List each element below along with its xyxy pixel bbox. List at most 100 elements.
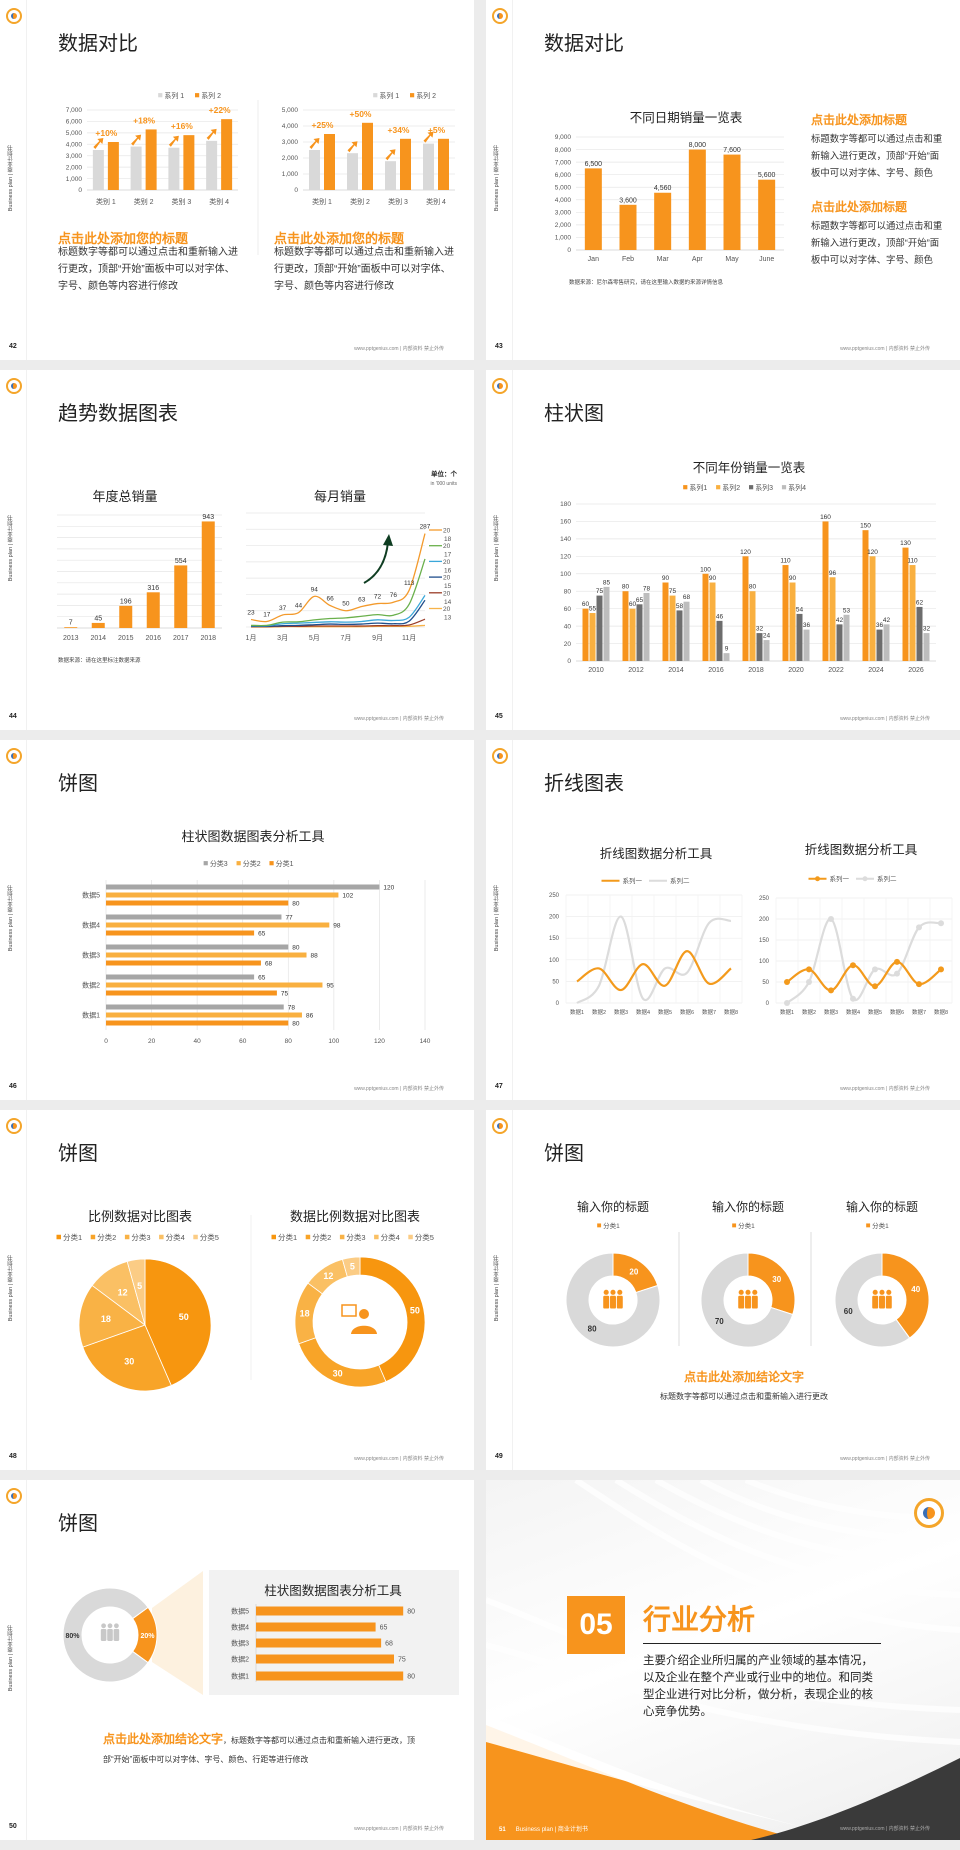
y-tick-label: 数据4 (231, 1623, 249, 1632)
data-point (828, 916, 834, 922)
data-label: 80 (622, 584, 630, 591)
data-label: 130 (900, 540, 911, 547)
data-label: 80 (292, 901, 300, 908)
footer-text: www.pptgenius.com | 内部资料 禁止外传 (840, 346, 930, 352)
y-tick-label: 140 (560, 536, 571, 543)
legend-swatch (236, 861, 241, 866)
growth-annotation: +10% (95, 128, 117, 138)
logo-icon (492, 1118, 508, 1134)
slide-46[interactable]: 分类3 分类2 分类1 0 20 40 60 80 100 120 140 数据1 78 86 80 数据2 6… (0, 740, 474, 1100)
data-label: 68 (265, 961, 273, 968)
y-tick-label: 5,000 (282, 107, 299, 114)
callout-cone (152, 1571, 203, 1695)
data-label: 102 (342, 893, 353, 900)
slide-45[interactable]: 系列1 系列2 系列3 系列4 0 20 40 60 80 100 120 140 160 180 60 55… (486, 370, 960, 730)
x-tick-label: 60 (239, 1038, 247, 1045)
footer-text: www.pptgenius.com | 内部资料 禁止外传 (840, 1826, 930, 1832)
y-tick-label: 50 (762, 980, 769, 986)
x-tick-label: 2015 (118, 635, 134, 642)
slide-50-charts: 20% 80% 数据1 80 数据2 75 数据3 68 数据4 65 数据5 80 (62, 1570, 459, 1695)
slide-48[interactable]: 分类1 分类2 分类3 分类4 分类5 分类1 分类2 分类3 分类4 分类5 50 30 18 12 5 5… (0, 1110, 474, 1470)
slide-47[interactable]: 系列一 系列二 0 50 100 150 200 250 数据1 数据2 数据3 数据4 数据5 数据6 数… (486, 740, 960, 1100)
unit-note: in '000 units (430, 481, 457, 487)
data-label: 50 (342, 601, 350, 608)
sidebar-divider (26, 1110, 27, 1470)
data-label: 75 (281, 991, 289, 998)
slide-43[interactable]: 0 1,000 2,000 3,000 4,000 5,000 6,000 7,000 8,00… (486, 0, 960, 360)
y-tick-label: 6,000 (555, 172, 572, 179)
y-tick-label: 数据1 (231, 1672, 249, 1681)
bar (619, 204, 637, 250)
footer-text: www.pptgenius.com | 内部资料 禁止外传 (354, 1456, 444, 1462)
data-label: 110 (780, 558, 791, 565)
data-label: 78 (288, 1005, 296, 1012)
legend-label: 分类2 (312, 1232, 331, 1242)
bar (221, 119, 233, 190)
slide-50[interactable]: 20% 80% 数据1 80 数据2 75 数据3 68 数据4 65 数据5 80 Business… (0, 1480, 474, 1840)
legend-label: 分类1 (278, 1232, 297, 1242)
legend-label: 分类5 (415, 1232, 434, 1242)
y-tick-label: 数据5 (231, 1607, 249, 1616)
pie-slice (565, 1252, 661, 1348)
data-label: 65 (258, 931, 266, 938)
growth-annotation: +22% (209, 105, 231, 115)
bar (758, 179, 776, 250)
y-tick-label: 5,000 (66, 130, 83, 137)
arrow-up-icon (206, 128, 217, 140)
bar (64, 627, 78, 628)
y-tick-label: 20 (564, 641, 572, 648)
bar (438, 138, 449, 190)
bar (106, 982, 323, 988)
slide-49[interactable]: 分类1 20 80 分类1 30 70 分类1 40 60 Business plan | 商业… (486, 1110, 960, 1470)
slide-44[interactable]: 7 2013 45 2014 196 2015 316 2016 554 2017 943 2018 2… (0, 370, 474, 730)
unit-label: 单位：个 (431, 471, 457, 478)
data-label: 110 (907, 558, 918, 565)
page-number: 47 (495, 1083, 503, 1090)
data-label: 7 (69, 620, 73, 627)
bar (723, 653, 730, 661)
legend-label: 系列二 (670, 876, 690, 885)
data-label: 120 (740, 549, 751, 556)
logo-icon (6, 1488, 22, 1504)
series-line (250, 599, 426, 628)
footer-left: 51 Business plan | 商业计划书 (499, 1824, 588, 1833)
slide-title: 饼图 (58, 773, 98, 795)
y-tick-label: 2,000 (282, 155, 299, 162)
bar (183, 135, 195, 190)
pie-slice (126, 1258, 146, 1326)
bar (709, 582, 716, 661)
legend-swatch (159, 1234, 164, 1240)
slide-51[interactable]: 05 行业分析 主要介绍企业所归属的产业领域的基本情况，以及企业在整个产业或行业… (486, 1480, 960, 1840)
slide-title: 饼图 (58, 1513, 98, 1535)
legend-label: 系列一 (830, 874, 850, 883)
y-tick-label: 150 (549, 936, 560, 942)
series-line (576, 950, 732, 992)
section-description: 主要介绍企业所归属的产业领域的基本情况，以及企业在整个产业或行业中的地位。和同类… (643, 1655, 873, 1718)
x-tick-label: 2012 (628, 667, 644, 674)
legend-swatch (410, 93, 415, 98)
data-label: 6,500 (585, 161, 603, 168)
legend-label: 20 (443, 590, 451, 597)
data-point (916, 924, 922, 931)
bar (822, 521, 829, 661)
x-tick-label: 100 (328, 1038, 339, 1045)
chart-title: 折线图数据分析工具 (599, 847, 713, 861)
orange-swoosh (486, 1725, 801, 1840)
sidebar-label: Business plan | 商业计划书 (8, 1255, 14, 1322)
x-tick-label: 数据2 (802, 1008, 816, 1016)
slide-42[interactable]: 0 1,000 2,000 3,000 4,000 5,000 6,000 7,000 类别 1… (0, 0, 474, 360)
y-tick-label: 180 (560, 501, 571, 508)
legend-swatch (866, 1223, 871, 1228)
x-tick-label: 数据8 (934, 1008, 948, 1016)
y-tick-label: 100 (549, 958, 560, 964)
bar (829, 577, 836, 661)
page-number: 50 (9, 1823, 17, 1830)
bar (869, 556, 876, 661)
x-tick-label: 数据4 (846, 1008, 860, 1016)
bar (106, 974, 255, 980)
data-source: 数据来源：尼尔森零售研究，请在这里输入数据的来源详情信息 (569, 280, 724, 286)
page-number: 42 (9, 343, 17, 350)
legend-label: 17 (444, 552, 452, 559)
footer-text: www.pptgenius.com | 内部资料 禁止外传 (840, 1456, 930, 1462)
data-label: 160 (820, 514, 831, 521)
